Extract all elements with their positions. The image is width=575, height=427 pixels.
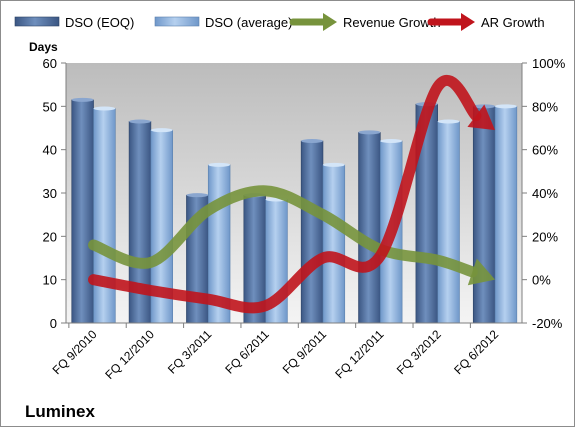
x-tick-label: FQ 12/2011 (332, 327, 386, 381)
legend: DSO (EOQ) DSO (average) Revenue Growth AR G… (14, 13, 545, 31)
bar-top (495, 104, 517, 109)
legend-swatch-dso-eoq (14, 16, 60, 27)
x-tick-label: FQ 9/2011 (280, 327, 330, 377)
bar-top (129, 119, 151, 124)
right-tick-label: 0% (532, 273, 551, 288)
left-tick-label: 0 (50, 316, 57, 331)
legend-arrow-ar-growth (461, 13, 475, 31)
left-tick-label: 50 (43, 99, 57, 114)
bar-top (93, 106, 116, 111)
bar-top (322, 162, 345, 167)
right-tick-label: 60% (532, 143, 558, 158)
bar-dso-average (437, 121, 460, 324)
right-tick-label: 40% (532, 186, 558, 201)
bar-top (358, 130, 381, 135)
bar-dso-eoq (71, 99, 94, 324)
bar-top (208, 162, 231, 167)
x-tick-label: FQ 3/2012 (394, 327, 444, 377)
ar-growth-arrowhead (467, 104, 496, 131)
chart-title: Luminex (25, 402, 95, 421)
right-tick-label: 20% (532, 229, 558, 244)
ar-growth-line (88, 75, 482, 314)
bar-dso-average (494, 106, 518, 324)
bar-top (437, 119, 460, 124)
bar-dso-average (93, 108, 116, 324)
bar-top (71, 97, 94, 102)
left-tick-label: 40 (43, 143, 57, 158)
bar-dso-eoq (300, 140, 324, 324)
bar-top (150, 128, 173, 133)
right-tick-label: 100% (532, 56, 566, 71)
revenue-growth-arrowhead (467, 258, 496, 286)
legend-label-dso-eoq: DSO (EOQ) (65, 15, 134, 30)
legend-label-revenue-growth: Revenue Growth (343, 15, 441, 30)
legend-arrow-revenue-growth (323, 13, 337, 31)
bar-top (301, 139, 323, 143)
x-tick-label: FQ 6/2012 (451, 327, 501, 377)
x-axis: FQ 9/2010 FQ 12/2010 FQ 3/2011 FQ 6/2011 FQ … (50, 323, 501, 382)
right-axis: -20% 0% 20% 40% 60% 80% 100% (522, 56, 566, 331)
right-tick-label: 80% (532, 99, 558, 114)
x-tick-label: FQ 6/2011 (222, 327, 272, 377)
bar-dso-average (322, 164, 346, 324)
bar-dso-eoq (358, 132, 381, 324)
legend-label-dso-average: DSO (average) (205, 15, 292, 30)
bar-top (380, 139, 403, 143)
legend-swatch-dso-average (154, 16, 200, 27)
bar-top (186, 193, 209, 198)
y-axis-title: Days (29, 40, 58, 54)
x-tick-label: FQ 9/2010 (50, 327, 100, 377)
revenue-growth-line (88, 185, 478, 278)
left-axis: 0 10 20 30 40 50 60 (43, 56, 66, 331)
growth-lines (88, 75, 496, 314)
x-tick-label: FQ 3/2011 (165, 327, 215, 377)
left-tick-label: 60 (43, 56, 57, 71)
left-tick-label: 30 (43, 186, 57, 201)
legend-label-ar-growth: AR Growth (481, 15, 545, 30)
left-tick-label: 10 (43, 273, 57, 288)
left-tick-label: 20 (43, 229, 57, 244)
x-tick-label: FQ 12/2010 (102, 327, 157, 382)
right-tick-label: -20% (532, 316, 563, 331)
bar-dso-eoq (472, 106, 496, 324)
